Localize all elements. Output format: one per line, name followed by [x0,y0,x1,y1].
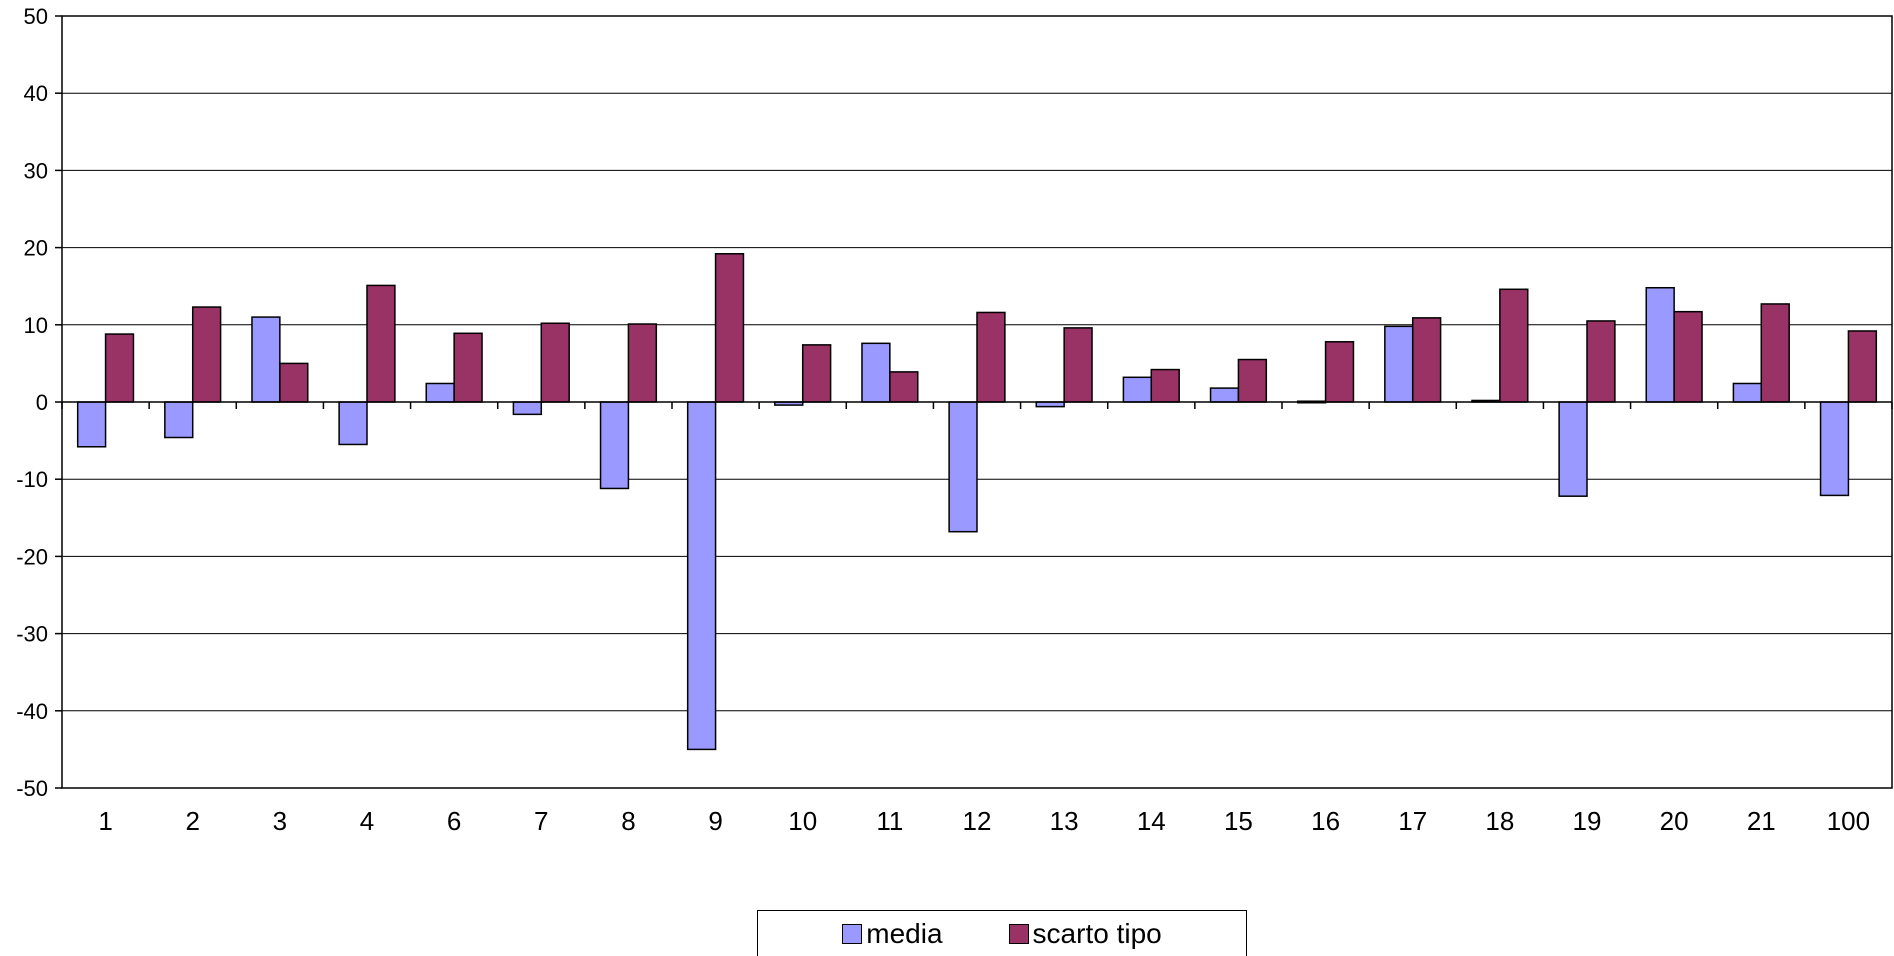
bar-scarto-tipo-21 [1760,303,1790,403]
bar-scarto-tipo-16 [1324,341,1355,403]
bar-media-9 [686,401,717,751]
y-tick-label: 20 [24,236,48,261]
bar-scarto-tipo-1 [104,333,135,403]
bar-scarto-tipo-20 [1673,310,1703,403]
x-tick-label: 10 [788,806,817,836]
x-tick-label: 4 [360,806,374,836]
bar-media-1 [76,401,107,448]
x-tick-label: 9 [708,806,722,836]
y-tick-label: -40 [16,699,48,724]
x-tick-label: 3 [273,806,287,836]
bar-scarto-tipo-14 [1150,368,1180,403]
bar-media-4 [338,401,368,446]
bar-media-17 [1384,325,1414,403]
legend-label-media: media [866,917,943,949]
bars [76,253,1878,751]
y-axis-ticks: -50 -40 -30 -20 -10 0 10 20 30 40 50 [16,4,62,801]
bar-media-8 [599,401,630,490]
bar-media-11 [861,342,891,403]
bar-media-2 [164,401,194,439]
x-tick-label: 18 [1485,806,1514,836]
bar-scarto-tipo-2 [191,306,222,403]
y-tick-label: 40 [24,81,48,106]
bar-media-14 [1122,376,1153,403]
y-tick-label: -30 [16,622,48,647]
y-tick-label: -50 [16,776,48,801]
y-tick-label: 50 [24,4,48,29]
legend: media scarto tipo [757,910,1247,956]
x-tick-label: 21 [1747,806,1776,836]
legend-swatch-media [842,923,863,944]
bar-media-3 [251,316,281,403]
x-tick-label: 8 [621,806,635,836]
bar-media-19 [1558,401,1588,497]
bar-scarto-tipo-9 [714,253,745,403]
legend-swatch-scarto-tipo [1008,923,1029,944]
bar-scarto-tipo-6 [453,332,483,403]
bar-media-15 [1209,387,1240,403]
x-tick-label: 19 [1573,806,1602,836]
bar-media-20 [1645,286,1675,403]
legend-label-scarto-tipo: scarto tipo [1032,917,1162,949]
bar-scarto-tipo-10 [801,344,832,403]
y-tick-label: -20 [16,544,48,569]
y-tick-label: 10 [24,313,48,338]
x-tick-label: 12 [963,806,992,836]
x-tick-label: 11 [876,806,903,836]
bar-media-21 [1732,382,1763,403]
bar-media-6 [425,382,455,403]
bar-media-100 [1819,401,1850,497]
y-tick-label: 0 [36,390,48,415]
x-tick-label: 15 [1224,806,1253,836]
bar-scarto-tipo-11 [889,371,919,403]
bar-media-12 [948,401,978,533]
bar-scarto-tipo-17 [1411,317,1442,403]
bar-scarto-tipo-13 [1063,327,1093,403]
legend-item-media: media [842,917,943,950]
bar-scarto-tipo-7 [540,322,570,403]
y-tick-label: 30 [24,158,48,183]
x-axis-ticks: 1 2 3 4 6 7 8 9 10 11 12 13 14 15 16 17 18 19 20 21 100 [61,402,1893,836]
bar-scarto-tipo-8 [627,323,658,403]
x-tick-label: 14 [1137,806,1166,836]
x-tick-label: 100 [1827,806,1870,836]
bar-scarto-tipo-18 [1499,288,1529,403]
x-tick-label: 20 [1660,806,1689,836]
x-tick-label: 16 [1311,806,1340,836]
bar-scarto-tipo-100 [1847,330,1878,403]
bar-scarto-tipo-15 [1237,358,1268,403]
legend-item-scarto-tipo: scarto tipo [1008,917,1162,950]
bar-media-7 [512,401,543,416]
bar-scarto-tipo-4 [366,284,396,403]
x-tick-label: 13 [1050,806,1079,836]
x-tick-label: 2 [185,806,199,836]
bar-scarto-tipo-19 [1586,320,1616,403]
y-tick-label: -10 [16,467,48,492]
bar-scarto-tipo-3 [279,362,309,403]
x-tick-label: 1 [98,806,112,836]
x-tick-label: 7 [534,806,548,836]
bar-scarto-tipo-12 [976,311,1006,403]
x-tick-label: 17 [1398,806,1427,836]
x-tick-label: 6 [447,806,461,836]
